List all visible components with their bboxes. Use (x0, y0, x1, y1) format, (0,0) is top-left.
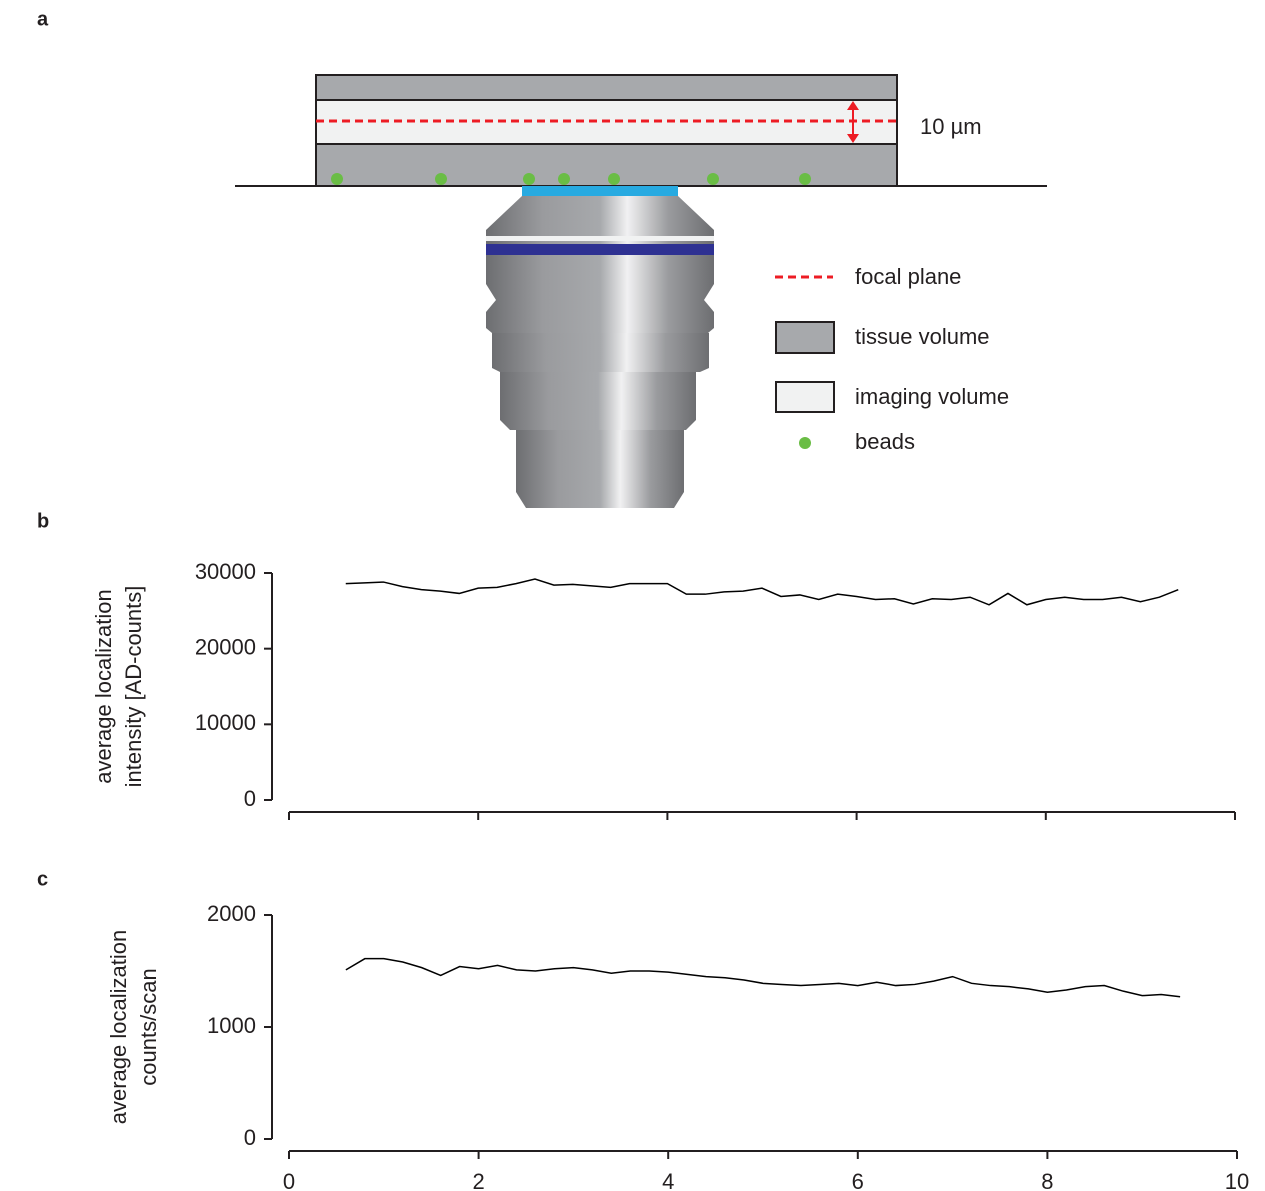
y-axis-label: average localization (106, 930, 131, 1124)
diagram: 10 µm focal plane tissue volume imaging … (235, 74, 1047, 508)
x-tick-label: 10 (1225, 1169, 1249, 1191)
data-line (345, 578, 1179, 606)
legend-swatch (775, 381, 835, 413)
panel-label: b (37, 510, 49, 532)
y-axis-label: counts/scan (136, 968, 161, 1085)
y-tick-label: 30000 (195, 559, 256, 584)
scale-label: 10 µm (920, 114, 982, 139)
x-tick-label: 6 (852, 1169, 864, 1191)
legend-label: tissue volume (855, 324, 990, 349)
y-axis-label: average localization (91, 589, 116, 783)
panel-label: a (37, 8, 49, 30)
y-tick-label: 10000 (195, 710, 256, 735)
scale-arrow (847, 101, 859, 143)
x-tick-label: 2 (472, 1169, 484, 1191)
x-tick-label: 4 (662, 1169, 674, 1191)
beads (331, 173, 811, 185)
panel-label: c (37, 868, 48, 890)
legend-swatch (799, 437, 811, 449)
y-tick-label: 0 (244, 786, 256, 811)
legend-label: imaging volume (855, 384, 1009, 409)
legend-label: beads (855, 429, 915, 454)
y-tick-label: 0 (244, 1125, 256, 1150)
y-axis-label: intensity [AD-counts] (121, 586, 146, 788)
data-line (345, 957, 1181, 998)
x-tick-label: 8 (1041, 1169, 1053, 1191)
y-tick-label: 2000 (207, 901, 256, 926)
y-tick-label: 20000 (195, 634, 256, 659)
legend-swatch (775, 321, 835, 354)
y-tick-label: 1000 (207, 1013, 256, 1038)
legend-label: focal plane (855, 264, 961, 289)
x-tick-label: 0 (283, 1169, 295, 1191)
objective (486, 186, 714, 508)
